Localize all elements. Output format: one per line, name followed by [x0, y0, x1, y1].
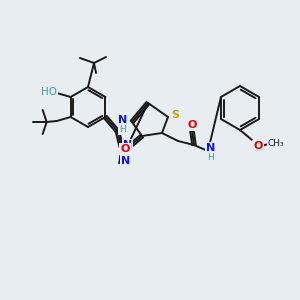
- Text: H: H: [120, 125, 126, 134]
- Text: O: O: [253, 141, 263, 151]
- Text: S: S: [171, 110, 179, 120]
- Text: N: N: [121, 156, 130, 166]
- Text: HO: HO: [41, 87, 57, 97]
- Text: N: N: [206, 143, 216, 153]
- Text: O: O: [120, 144, 130, 154]
- Text: N: N: [123, 140, 132, 150]
- Text: H: H: [118, 124, 126, 134]
- Text: H: H: [208, 154, 214, 163]
- Text: O: O: [187, 120, 197, 130]
- Text: N: N: [118, 115, 127, 125]
- Text: CH₃: CH₃: [268, 140, 284, 148]
